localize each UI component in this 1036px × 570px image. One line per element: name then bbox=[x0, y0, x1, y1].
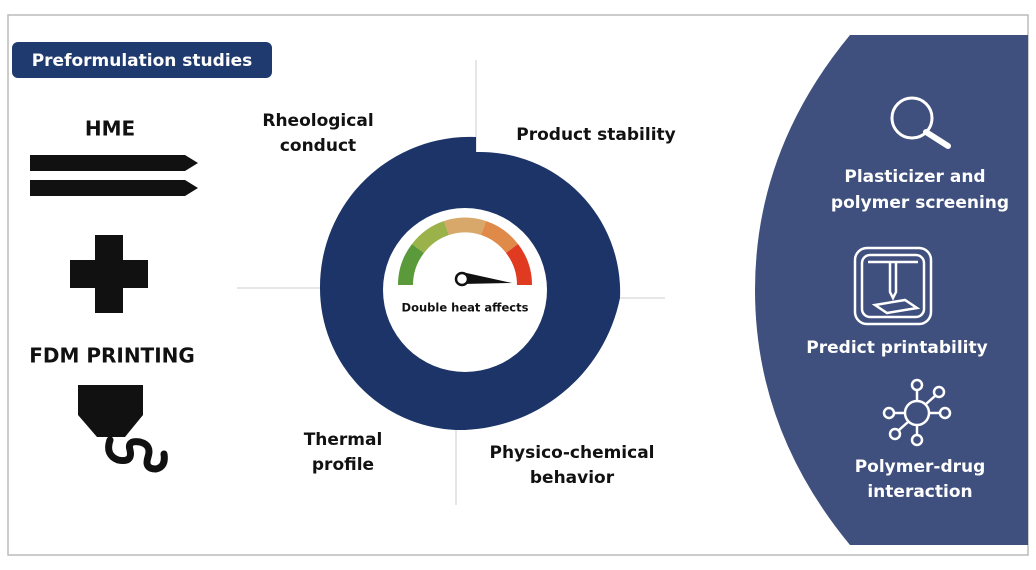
panel-label: Predict printability bbox=[806, 338, 987, 358]
hme-label: HME bbox=[85, 117, 135, 141]
quadrant-label: Thermal bbox=[304, 430, 383, 450]
title-pill bbox=[12, 42, 272, 78]
panel-label: Polymer-drug bbox=[855, 457, 986, 477]
plus-icon bbox=[70, 235, 148, 313]
panel-label: Plasticizer and bbox=[844, 167, 985, 187]
panel-labels: Plasticizer and polymer screening Predic… bbox=[806, 167, 1009, 502]
gauge bbox=[398, 217, 533, 287]
quadrant-label: Product stability bbox=[516, 125, 676, 145]
network-icon bbox=[882, 378, 952, 447]
panel-label: interaction bbox=[867, 482, 972, 502]
nozzle-icon bbox=[78, 385, 168, 473]
quadrant-label: Physico-chemical bbox=[489, 443, 654, 463]
title: Preformulation studies bbox=[32, 51, 253, 71]
center-circle bbox=[383, 208, 547, 372]
quadrant-label: behavior bbox=[530, 468, 615, 488]
right-panel bbox=[755, 35, 1028, 545]
quadrant-label: profile bbox=[312, 455, 374, 475]
center-label: Double heat affects bbox=[402, 301, 529, 315]
filament-icon bbox=[30, 155, 198, 196]
printer-icon bbox=[853, 246, 933, 326]
magnifier-icon bbox=[890, 96, 951, 149]
ring bbox=[319, 136, 621, 431]
fdm-label: FDM PRINTING bbox=[29, 344, 195, 368]
quadrant-label: Rheological bbox=[262, 111, 373, 131]
quadrant-label: conduct bbox=[280, 136, 356, 156]
panel-label: polymer screening bbox=[831, 193, 1009, 213]
